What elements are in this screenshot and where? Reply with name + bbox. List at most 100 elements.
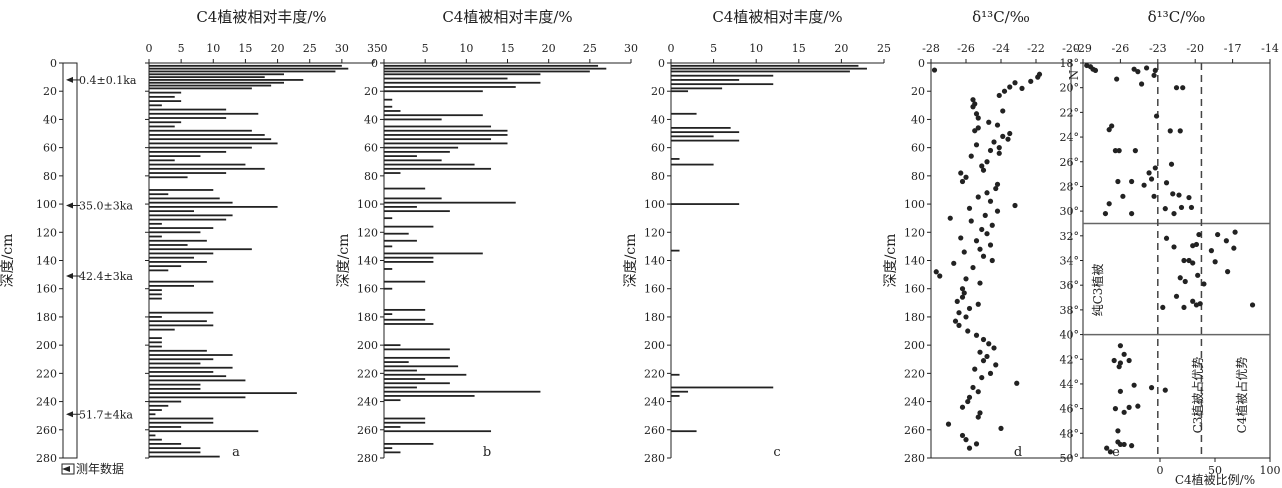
x-tick-label: -14	[1261, 42, 1279, 55]
bar	[384, 426, 401, 428]
panel-letter: d	[1014, 445, 1022, 460]
bar	[384, 114, 483, 117]
bar	[149, 87, 252, 90]
data-point	[980, 336, 987, 343]
bar	[671, 67, 867, 70]
data-point	[1106, 201, 1112, 207]
data-point	[959, 294, 966, 300]
x-tick-label: 15	[792, 42, 806, 55]
data-point	[963, 174, 969, 180]
bar	[384, 373, 467, 376]
bar	[384, 365, 459, 368]
y-tick-label: 140	[36, 255, 57, 268]
y-axis-label: 深度/cm	[623, 234, 639, 288]
data-point	[1129, 178, 1135, 185]
data-point	[1201, 281, 1207, 287]
bar	[384, 421, 426, 424]
data-point	[952, 318, 959, 324]
data-point	[959, 178, 966, 185]
bar	[384, 187, 426, 190]
panel-title: C4植被相对丰度/%	[442, 8, 572, 26]
data-point	[1190, 260, 1196, 266]
data-point	[945, 421, 952, 427]
bar	[149, 387, 201, 390]
data-point	[968, 218, 974, 224]
y-tick-label: 40	[364, 113, 378, 126]
bar	[149, 104, 162, 107]
y-tick-label: 100	[357, 198, 378, 211]
date-label: 35.0±3ka	[79, 199, 133, 212]
data-point	[1138, 81, 1145, 87]
x-tick-label: 5	[178, 42, 185, 55]
y-axis-label: N	[1067, 70, 1081, 81]
data-point	[1005, 136, 1011, 142]
data-point	[972, 366, 978, 372]
bar	[149, 413, 156, 416]
data-point	[1126, 404, 1132, 410]
bar	[149, 70, 336, 73]
data-point	[996, 145, 1002, 151]
x-tick-label: -20	[1062, 42, 1080, 55]
bar	[384, 356, 450, 359]
x-tick-label: 10	[459, 42, 473, 55]
x-tick-label: 35	[367, 42, 381, 55]
data-point	[966, 205, 973, 211]
data-point	[1190, 243, 1196, 249]
bar	[671, 373, 680, 376]
bar	[384, 81, 541, 84]
bar	[149, 280, 214, 283]
x-tick-label: 0	[381, 42, 388, 55]
y-tick-label: 80	[364, 170, 378, 183]
data-point	[998, 425, 1004, 431]
bar	[149, 172, 227, 174]
y-tick-label: 240	[357, 396, 378, 409]
y-axis-label: 深度/cm	[336, 234, 352, 288]
bar	[149, 455, 220, 458]
data-point	[984, 190, 990, 196]
bar	[384, 70, 590, 73]
data-point	[1232, 229, 1238, 235]
data-point	[1131, 66, 1137, 72]
bar	[384, 105, 393, 108]
y-tick-label: 20°	[1060, 82, 1080, 95]
y-tick-label: 280	[36, 452, 57, 465]
bar	[384, 67, 607, 70]
bar	[149, 265, 182, 268]
bar	[384, 382, 450, 385]
bar	[384, 313, 393, 316]
data-point	[970, 384, 976, 391]
bar	[671, 395, 680, 397]
y-tick-label: 50°	[1060, 452, 1080, 465]
data-point	[933, 269, 939, 275]
bar	[149, 293, 162, 296]
bar	[149, 297, 162, 300]
y-tick-label: 60	[43, 142, 57, 155]
data-point	[1181, 257, 1187, 264]
data-point	[1114, 76, 1120, 82]
y-tick-label: 0	[658, 57, 665, 70]
y-tick-label: 260	[644, 424, 665, 437]
data-point	[972, 128, 978, 134]
y-tick-label: 180	[36, 311, 57, 324]
data-point	[1177, 275, 1183, 281]
panel-d: -28 -26 -24 -22 -20 0 20 40 60 80 100 120 140 160 180 2…	[883, 8, 1080, 465]
bar	[149, 73, 284, 76]
data-point	[1148, 385, 1155, 391]
date-label: 42.4±3ka	[79, 270, 133, 283]
data-point	[1197, 301, 1203, 307]
y-tick-label: 80	[911, 170, 925, 183]
bar	[149, 366, 233, 369]
data-point	[1135, 403, 1141, 409]
data-point	[1152, 165, 1158, 171]
data-point	[975, 414, 981, 420]
panel-letter: b	[483, 445, 491, 460]
bar	[384, 159, 442, 162]
x-tick-label: -28	[922, 42, 940, 55]
bar	[671, 126, 731, 129]
data-point	[987, 198, 994, 204]
y-tick-label: 0	[50, 57, 57, 70]
data-point	[1186, 194, 1192, 201]
bar	[149, 358, 214, 361]
bar	[384, 77, 508, 80]
y-tick-label: 60	[364, 142, 378, 155]
